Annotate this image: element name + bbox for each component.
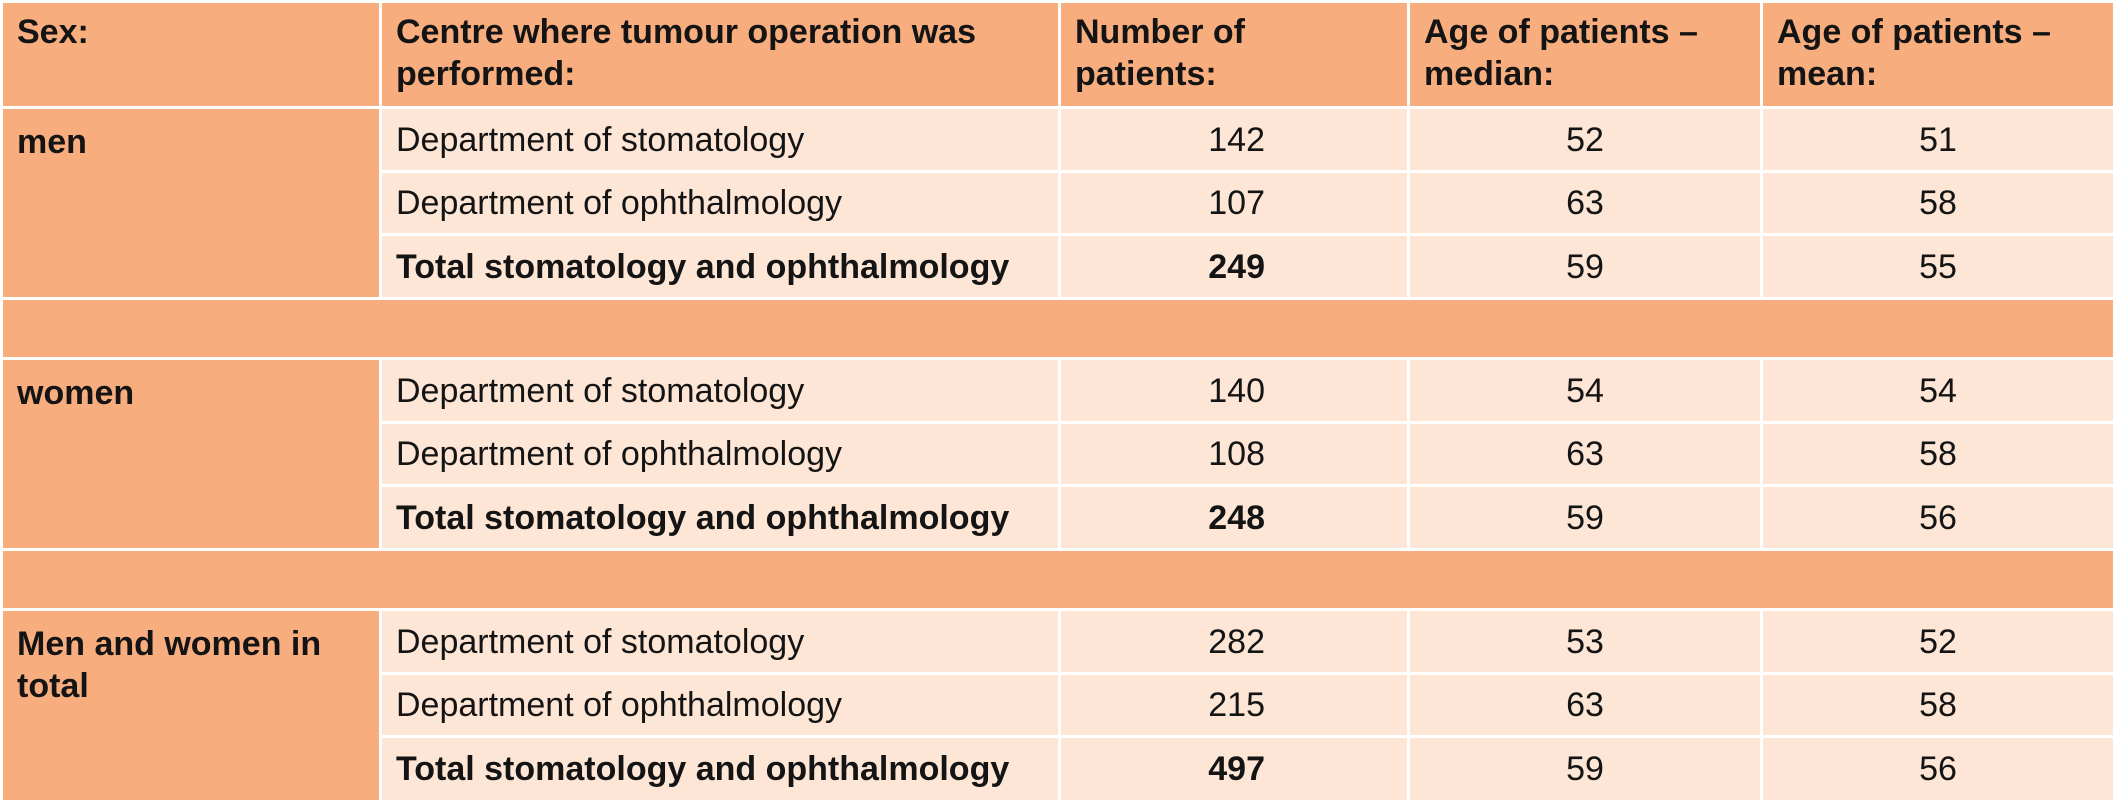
centre-cell-total: Total stomatology and ophthalmology xyxy=(381,235,1060,299)
centre-cell: Department of ophthalmology xyxy=(381,674,1060,737)
table-row: men Department of stomatology 142 52 51 xyxy=(2,108,2113,172)
header-median: Age of patients – median: xyxy=(1409,2,1762,108)
median-cell: 54 xyxy=(1409,359,1762,423)
mean-cell: 51 xyxy=(1762,108,2113,172)
mean-cell: 56 xyxy=(1762,737,2113,802)
header-sex: Sex: xyxy=(2,2,381,108)
mean-cell: 58 xyxy=(1762,423,2113,486)
centre-cell: Department of stomatology xyxy=(381,610,1060,674)
centre-cell: Department of ophthalmology xyxy=(381,423,1060,486)
median-cell: 63 xyxy=(1409,674,1762,737)
median-cell: 63 xyxy=(1409,423,1762,486)
mean-cell: 52 xyxy=(1762,610,2113,674)
number-cell: 282 xyxy=(1060,610,1409,674)
header-mean: Age of patients – mean: xyxy=(1762,2,2113,108)
spacer-row xyxy=(2,299,2113,359)
number-cell-total: 248 xyxy=(1060,486,1409,550)
median-cell: 63 xyxy=(1409,172,1762,235)
number-cell-total: 497 xyxy=(1060,737,1409,802)
number-cell-total: 249 xyxy=(1060,235,1409,299)
median-cell: 52 xyxy=(1409,108,1762,172)
median-cell: 59 xyxy=(1409,235,1762,299)
number-cell: 107 xyxy=(1060,172,1409,235)
spacer-cell xyxy=(2,550,2113,610)
mean-cell: 54 xyxy=(1762,359,2113,423)
mean-cell: 56 xyxy=(1762,486,2113,550)
header-centre: Centre where tumour operation was perfor… xyxy=(381,2,1060,108)
table-row: women Department of stomatology 140 54 5… xyxy=(2,359,2113,423)
header-number: Number of patients: xyxy=(1060,2,1409,108)
centre-cell-total: Total stomatology and ophthalmology xyxy=(381,737,1060,802)
number-cell: 108 xyxy=(1060,423,1409,486)
sex-label-men: men xyxy=(2,108,381,299)
table-row: Men and women in total Department of sto… xyxy=(2,610,2113,674)
mean-cell: 55 xyxy=(1762,235,2113,299)
centre-cell-total: Total stomatology and ophthalmology xyxy=(381,486,1060,550)
mean-cell: 58 xyxy=(1762,674,2113,737)
median-cell: 59 xyxy=(1409,737,1762,802)
sex-label-total: Men and women in total xyxy=(2,610,381,802)
sex-label-women: women xyxy=(2,359,381,550)
centre-cell: Department of stomatology xyxy=(381,108,1060,172)
header-row: Sex: Centre where tumour operation was p… xyxy=(2,2,2113,108)
centre-cell: Department of ophthalmology xyxy=(381,172,1060,235)
median-cell: 59 xyxy=(1409,486,1762,550)
number-cell: 140 xyxy=(1060,359,1409,423)
spacer-cell xyxy=(2,299,2113,359)
centre-cell: Department of stomatology xyxy=(381,359,1060,423)
spacer-row xyxy=(2,550,2113,610)
mean-cell: 58 xyxy=(1762,172,2113,235)
number-cell: 142 xyxy=(1060,108,1409,172)
number-cell: 215 xyxy=(1060,674,1409,737)
median-cell: 53 xyxy=(1409,610,1762,674)
